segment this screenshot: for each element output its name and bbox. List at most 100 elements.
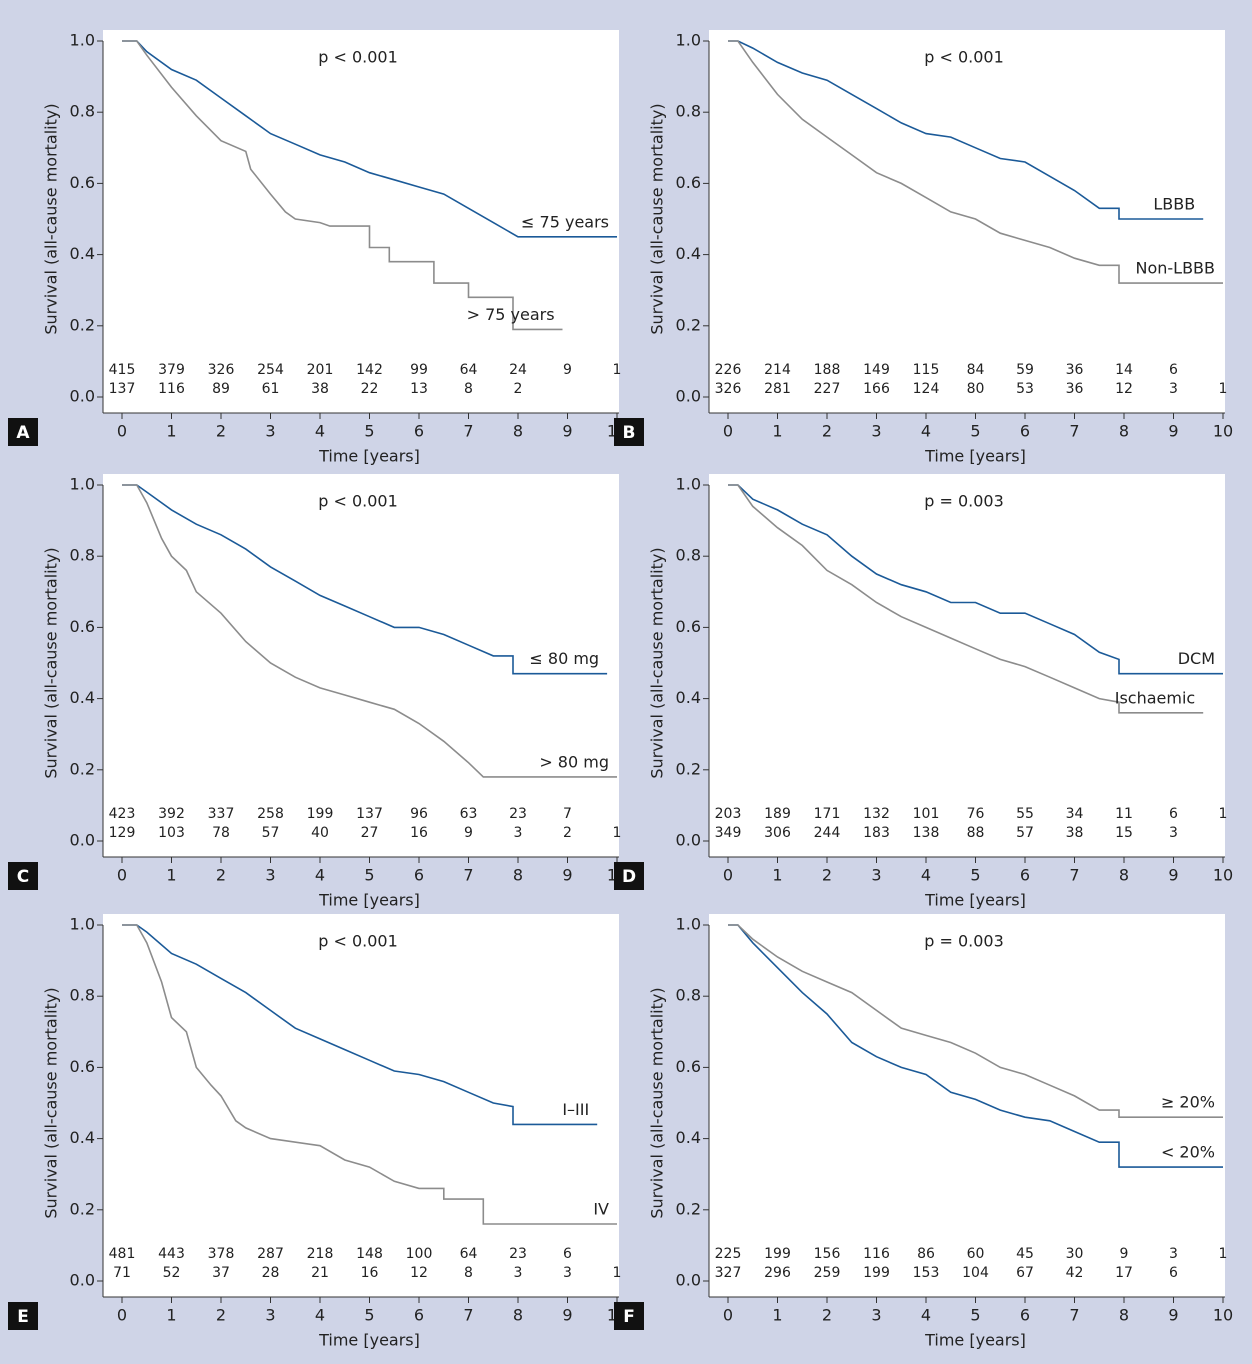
at-risk-count: 80 (967, 381, 985, 397)
panel-letter-box (614, 862, 644, 890)
survival-curve (122, 484, 617, 778)
x-axis-label: Time [years] (924, 1331, 1026, 1350)
at-risk-count: 7 (563, 806, 572, 822)
at-risk-count: 6 (1169, 806, 1178, 822)
x-tick-label: 6 (1020, 1306, 1030, 1325)
x-tick-label: 2 (216, 422, 226, 441)
x-tick-label: 9 (562, 1306, 572, 1325)
at-risk-count: 57 (262, 825, 280, 841)
y-tick-label: 0.8 (70, 986, 95, 1005)
at-risk-count: 9 (1120, 1246, 1129, 1262)
at-risk-count: 24 (509, 362, 527, 378)
at-risk-count: 15 (1115, 825, 1133, 841)
x-tick-label: 0 (723, 1306, 733, 1325)
at-risk-count: 188 (814, 362, 841, 378)
panel-letter: C (17, 867, 29, 887)
at-risk-count: 9 (563, 362, 572, 378)
y-tick-label: 0.4 (70, 1128, 95, 1147)
x-tick-label: 5 (970, 1306, 980, 1325)
at-risk-count: 53 (1016, 381, 1034, 397)
at-risk-count: 156 (814, 1246, 841, 1262)
at-risk-count: 115 (913, 362, 940, 378)
at-risk-count: 254 (257, 362, 284, 378)
x-tick-label: 0 (117, 866, 127, 885)
plot-area (103, 914, 619, 1297)
at-risk-count: 392 (158, 806, 185, 822)
y-tick-label: 0.8 (676, 546, 701, 565)
x-tick-label: 9 (1168, 866, 1178, 885)
curve-label: ≤ 75 years (521, 212, 609, 231)
at-risk-count: 3 (1169, 1246, 1178, 1262)
at-risk-count: 153 (913, 1265, 940, 1281)
y-tick-label: 0.2 (70, 759, 95, 778)
y-tick-label: 1.0 (676, 31, 701, 50)
curve-label: ≤ 80 mg (529, 649, 599, 668)
at-risk-count: 99 (410, 362, 428, 378)
y-tick-label: 0.6 (676, 1057, 701, 1076)
survival-curve (728, 924, 1223, 1118)
x-tick-label: 1 (772, 422, 782, 441)
plot-area (709, 30, 1225, 413)
at-risk-count: 76 (967, 806, 985, 822)
at-risk-count: 1 (613, 362, 622, 378)
at-risk-count: 379 (158, 362, 185, 378)
at-risk-count: 64 (460, 1246, 478, 1262)
y-tick-label: 0.6 (70, 617, 95, 636)
at-risk-count: 296 (764, 1265, 791, 1281)
at-risk-count: 36 (1066, 381, 1084, 397)
x-tick-label: 7 (463, 1306, 473, 1325)
plot-area (103, 30, 619, 413)
x-tick-label: 1 (772, 1306, 782, 1325)
at-risk-count: 45 (1016, 1246, 1034, 1262)
at-risk-count: 100 (406, 1246, 433, 1262)
x-tick-label: 7 (1069, 866, 1079, 885)
at-risk-count: 142 (356, 362, 383, 378)
p-value: p < 0.001 (318, 932, 398, 951)
plot-area (103, 474, 619, 857)
y-tick-label: 0.4 (676, 1128, 701, 1147)
curve-label: Non-LBBB (1135, 259, 1215, 278)
x-axis-label: Time [years] (924, 891, 1026, 910)
at-risk-count: 104 (962, 1265, 989, 1281)
at-risk-count: 116 (158, 381, 185, 397)
at-risk-count: 71 (113, 1265, 131, 1281)
at-risk-count: 287 (257, 1246, 284, 1262)
at-risk-count: 171 (814, 806, 841, 822)
at-risk-count: 281 (764, 381, 791, 397)
at-risk-count: 86 (917, 1246, 935, 1262)
at-risk-count: 3 (514, 1265, 523, 1281)
x-tick-label: 2 (216, 1306, 226, 1325)
at-risk-count: 124 (913, 381, 940, 397)
x-tick-label: 2 (822, 1306, 832, 1325)
at-risk-count: 203 (715, 806, 742, 822)
x-tick-label: 1 (166, 866, 176, 885)
survival-curve (122, 484, 608, 675)
curve-label: > 80 mg (539, 752, 609, 771)
x-tick-label: 1 (166, 1306, 176, 1325)
x-tick-label: 1 (166, 422, 176, 441)
at-risk-count: 326 (715, 381, 742, 397)
y-tick-label: 0.8 (70, 102, 95, 121)
p-value: p < 0.001 (318, 48, 398, 67)
y-tick-label: 0.0 (676, 831, 701, 850)
x-tick-label: 5 (364, 1306, 374, 1325)
at-risk-count: 78 (212, 825, 230, 841)
x-tick-label: 2 (822, 866, 832, 885)
y-tick-label: 1.0 (70, 915, 95, 934)
survival-curve (728, 40, 1204, 220)
at-risk-count: 137 (109, 381, 136, 397)
y-tick-label: 1.0 (676, 915, 701, 934)
y-tick-label: 0.2 (676, 759, 701, 778)
y-tick-label: 0.4 (676, 244, 701, 263)
x-tick-label: 10 (1213, 1306, 1233, 1325)
x-tick-label: 5 (970, 422, 980, 441)
at-risk-count: 199 (307, 806, 334, 822)
panel-letter-box (8, 418, 38, 446)
survival-curve (122, 40, 617, 238)
x-tick-label: 5 (364, 422, 374, 441)
at-risk-count: 59 (1016, 362, 1034, 378)
x-tick-label: 4 (921, 1306, 931, 1325)
